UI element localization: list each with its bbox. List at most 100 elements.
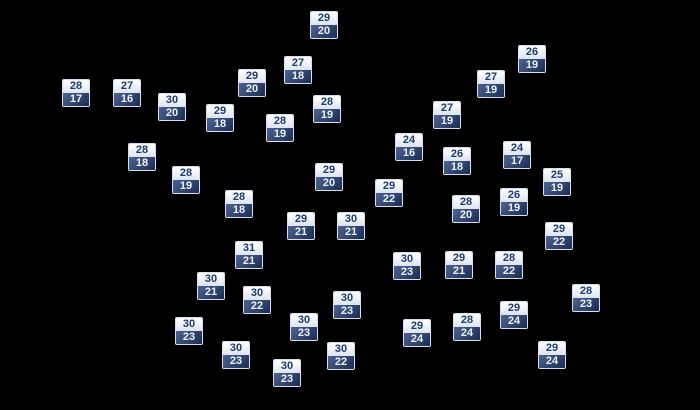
- temp-marker[interactable]: 30 23: [175, 317, 203, 345]
- high-temp-value: 29: [501, 302, 527, 315]
- temp-marker[interactable]: 27 16: [113, 79, 141, 107]
- temp-marker[interactable]: 27 18: [284, 56, 312, 84]
- high-temp-value: 30: [394, 253, 420, 266]
- temp-marker[interactable]: 25 19: [543, 168, 571, 196]
- temp-marker[interactable]: 30 21: [197, 272, 225, 300]
- high-temp-value: 28: [454, 314, 480, 327]
- low-temp-value: 23: [223, 355, 249, 368]
- temp-marker[interactable]: 29 24: [500, 301, 528, 329]
- low-temp-value: 23: [573, 298, 599, 311]
- high-temp-value: 29: [546, 223, 572, 236]
- low-temp-value: 23: [291, 327, 317, 340]
- high-temp-value: 30: [338, 213, 364, 226]
- low-temp-value: 19: [519, 59, 545, 72]
- temp-marker[interactable]: 28 23: [572, 284, 600, 312]
- high-temp-value: 29: [446, 252, 472, 265]
- high-temp-value: 29: [376, 180, 402, 193]
- high-temp-value: 28: [267, 115, 293, 128]
- temp-marker[interactable]: 30 22: [243, 286, 271, 314]
- high-temp-value: 30: [223, 342, 249, 355]
- high-temp-value: 30: [159, 94, 185, 107]
- temp-marker[interactable]: 29 20: [238, 69, 266, 97]
- low-temp-value: 19: [544, 182, 570, 195]
- high-temp-value: 28: [226, 191, 252, 204]
- temp-marker[interactable]: 24 17: [503, 141, 531, 169]
- low-temp-value: 16: [114, 93, 140, 106]
- low-temp-value: 24: [501, 315, 527, 328]
- temp-marker[interactable]: 30 22: [327, 342, 355, 370]
- temp-marker[interactable]: 28 24: [453, 313, 481, 341]
- low-temp-value: 24: [404, 333, 430, 346]
- temp-marker[interactable]: 26 19: [500, 188, 528, 216]
- temp-marker[interactable]: 29 21: [287, 212, 315, 240]
- temp-marker[interactable]: 28 19: [313, 95, 341, 123]
- temp-marker[interactable]: 29 20: [315, 163, 343, 191]
- temp-marker[interactable]: 26 19: [518, 45, 546, 73]
- high-temp-value: 28: [573, 285, 599, 298]
- temp-marker[interactable]: 28 18: [128, 143, 156, 171]
- low-temp-value: 20: [311, 25, 337, 38]
- high-temp-value: 28: [129, 144, 155, 157]
- high-temp-value: 30: [198, 273, 224, 286]
- temp-marker[interactable]: 29 24: [403, 319, 431, 347]
- temp-marker[interactable]: 27 19: [477, 70, 505, 98]
- high-temp-value: 30: [328, 343, 354, 356]
- high-temp-value: 27: [285, 57, 311, 70]
- temp-marker[interactable]: 30 23: [273, 359, 301, 387]
- high-temp-value: 30: [274, 360, 300, 373]
- low-temp-value: 17: [504, 155, 530, 168]
- temp-marker[interactable]: 30 23: [222, 341, 250, 369]
- temp-marker[interactable]: 29 22: [375, 179, 403, 207]
- high-temp-value: 28: [63, 80, 89, 93]
- low-temp-value: 19: [173, 180, 199, 193]
- temp-marker[interactable]: 29 21: [445, 251, 473, 279]
- temp-marker[interactable]: 28 17: [62, 79, 90, 107]
- low-temp-value: 20: [316, 177, 342, 190]
- low-temp-value: 16: [396, 147, 422, 160]
- high-temp-value: 28: [453, 196, 479, 209]
- high-temp-value: 29: [539, 342, 565, 355]
- low-temp-value: 21: [446, 265, 472, 278]
- low-temp-value: 22: [244, 300, 270, 313]
- temp-marker[interactable]: 30 20: [158, 93, 186, 121]
- temp-marker[interactable]: 26 18: [443, 147, 471, 175]
- temp-marker[interactable]: 28 19: [266, 114, 294, 142]
- high-temp-value: 28: [496, 252, 522, 265]
- low-temp-value: 19: [434, 115, 460, 128]
- low-temp-value: 19: [478, 84, 504, 97]
- temp-marker[interactable]: 30 23: [393, 252, 421, 280]
- temp-marker[interactable]: 30 23: [333, 291, 361, 319]
- high-temp-value: 27: [478, 71, 504, 84]
- temp-marker[interactable]: 30 23: [290, 313, 318, 341]
- temp-marker[interactable]: 28 18: [225, 190, 253, 218]
- low-temp-value: 19: [314, 109, 340, 122]
- temp-marker[interactable]: 29 22: [545, 222, 573, 250]
- temp-marker[interactable]: 28 19: [172, 166, 200, 194]
- temp-marker[interactable]: 31 21: [235, 241, 263, 269]
- temp-marker[interactable]: 24 16: [395, 133, 423, 161]
- low-temp-value: 18: [129, 157, 155, 170]
- high-temp-value: 29: [239, 70, 265, 83]
- low-temp-value: 18: [207, 118, 233, 131]
- temp-marker[interactable]: 29 24: [538, 341, 566, 369]
- low-temp-value: 22: [328, 356, 354, 369]
- high-temp-value: 30: [176, 318, 202, 331]
- low-temp-value: 20: [239, 83, 265, 96]
- temp-marker[interactable]: 28 22: [495, 251, 523, 279]
- high-temp-value: 28: [173, 167, 199, 180]
- low-temp-value: 19: [267, 128, 293, 141]
- high-temp-value: 29: [288, 213, 314, 226]
- temp-marker[interactable]: 27 19: [433, 101, 461, 129]
- low-temp-value: 21: [236, 255, 262, 268]
- low-temp-value: 20: [453, 209, 479, 222]
- high-temp-value: 30: [334, 292, 360, 305]
- temp-marker[interactable]: 29 18: [206, 104, 234, 132]
- temp-marker[interactable]: 28 20: [452, 195, 480, 223]
- temp-marker[interactable]: 30 21: [337, 212, 365, 240]
- temp-marker[interactable]: 29 20: [310, 11, 338, 39]
- low-temp-value: 18: [285, 70, 311, 83]
- low-temp-value: 21: [288, 226, 314, 239]
- low-temp-value: 22: [546, 236, 572, 249]
